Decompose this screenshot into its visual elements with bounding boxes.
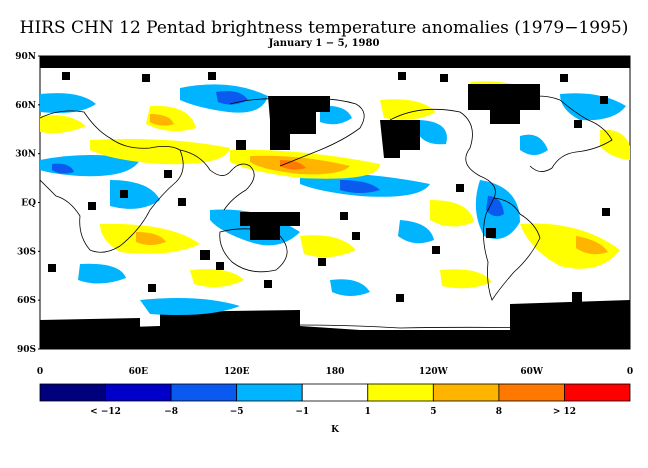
colorbar-swatch xyxy=(432,383,500,402)
colorbar-swatch xyxy=(367,383,434,402)
colorbar-label: 8 xyxy=(496,407,502,417)
colorbar-unit-label: K xyxy=(331,425,340,435)
longitude-label: 120E xyxy=(224,367,250,377)
colorbar-swatch xyxy=(236,383,303,402)
longitude-label: 0 xyxy=(627,367,633,377)
colorbar-label: −1 xyxy=(295,407,309,417)
colorbar-swatch xyxy=(170,383,238,402)
colorbar-swatch xyxy=(564,383,631,402)
longitude-label: 60E xyxy=(129,367,149,377)
latitude-label: 30N xyxy=(15,150,36,160)
latitude-label: 30S xyxy=(17,247,36,257)
colorbar-label: > 12 xyxy=(553,407,576,417)
longitude-labels: 0 60E 120E 180 120W 60W 0 xyxy=(37,367,633,377)
longitude-label: 120W xyxy=(419,367,449,377)
colorbar-swatch xyxy=(105,383,172,402)
coastlines xyxy=(40,56,630,331)
missing-data-band-south xyxy=(40,310,630,349)
colorbar-label: 5 xyxy=(430,407,436,417)
colorbar-swatch xyxy=(39,383,106,402)
latitude-label: 60N xyxy=(15,101,36,111)
longitude-label: 180 xyxy=(326,367,345,377)
colorbar-label: −8 xyxy=(164,407,178,417)
map-subtitle: January 1 − 5, 1980 xyxy=(268,38,380,49)
colorbar-swatch xyxy=(301,383,369,402)
colorbar-label: 1 xyxy=(365,407,371,417)
colorbar-label: < −12 xyxy=(90,407,121,417)
colorbar-swatch xyxy=(498,383,565,402)
latitude-label: 90N xyxy=(15,52,36,62)
latitude-labels: 90N 60N 30N EQ 30S 60S 90S xyxy=(15,52,40,355)
missing-data-patches xyxy=(40,72,630,332)
longitude-label: 60W xyxy=(520,367,544,377)
hot-anomaly-regions xyxy=(280,160,306,170)
latitude-label: EQ xyxy=(21,199,36,209)
latitude-label: 90S xyxy=(17,345,36,355)
latitude-label: 60S xyxy=(17,296,36,306)
anomaly-field xyxy=(40,56,630,349)
colorbar-label: −5 xyxy=(230,407,244,417)
colorbar: < −12 −8 −5 −1 1 5 8 > 12 xyxy=(39,383,631,417)
cold-anomaly-regions xyxy=(40,84,626,315)
missing-data-band-north xyxy=(40,56,630,68)
longitude-label: 0 xyxy=(37,367,43,377)
map-title: HIRS CHN 12 Pentad brightness temperatur… xyxy=(19,18,629,38)
